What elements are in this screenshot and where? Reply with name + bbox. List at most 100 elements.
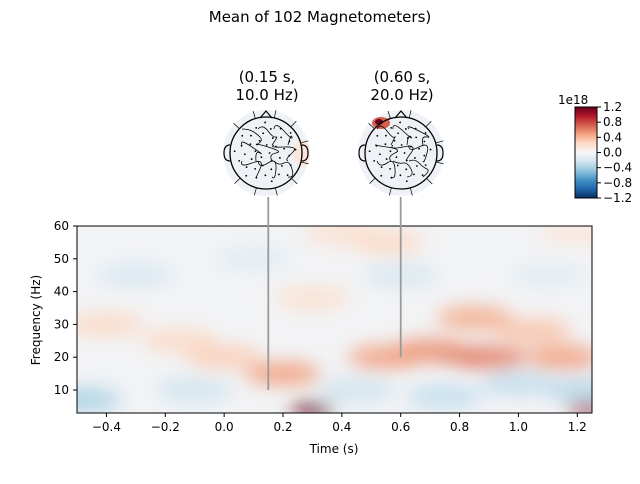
heatmap-blob xyxy=(318,378,395,403)
sensor-dot xyxy=(380,174,383,177)
sensor-dot xyxy=(270,168,273,171)
sensor-dot xyxy=(375,144,378,147)
y-tick-label: 30 xyxy=(54,317,69,331)
topomap-label: (0.15 s, xyxy=(239,68,296,86)
topomap-contour xyxy=(273,160,294,178)
sensor-dot xyxy=(271,137,274,139)
sensor-dot xyxy=(376,134,379,137)
sensor-spike xyxy=(291,178,298,185)
sensor-dot xyxy=(424,164,427,167)
sensor-dot xyxy=(423,140,426,143)
sensor-dot xyxy=(393,139,396,142)
heatmap-blob xyxy=(77,312,145,337)
sensor-dot xyxy=(404,128,407,130)
sensor-dot xyxy=(288,140,291,143)
nose xyxy=(259,110,273,119)
sensor-spike xyxy=(409,187,413,196)
sensor-dot xyxy=(380,166,383,169)
sensor-spike xyxy=(234,177,241,184)
colorbar-gradient xyxy=(574,106,598,199)
sensor-spike xyxy=(274,187,278,196)
sensor-spike xyxy=(426,178,433,185)
heatmap-blob xyxy=(186,345,263,370)
heatmap-blob xyxy=(215,246,292,271)
sensor-dot xyxy=(280,136,283,139)
sensor-dot xyxy=(385,158,388,160)
sensor-spike xyxy=(300,161,309,165)
sensor-dot xyxy=(416,165,418,167)
x-tick-label: −0.2 xyxy=(151,420,180,434)
y-tick-label: 20 xyxy=(54,350,69,364)
sensor-dot xyxy=(262,132,265,135)
right-ear xyxy=(301,144,309,162)
topomap-contour xyxy=(241,141,262,162)
heatmap-blob xyxy=(348,345,424,370)
colorbar-tick-label: −0.8 xyxy=(603,176,632,190)
sensor-dot xyxy=(396,164,399,167)
sensor-dot xyxy=(385,134,387,137)
sensor-dot xyxy=(390,176,393,179)
heatmap-blob xyxy=(245,361,321,386)
sensor-spike xyxy=(425,120,432,128)
sensor-dot xyxy=(400,144,403,146)
topomap-contour xyxy=(392,125,412,146)
x-tick-label: 0.4 xyxy=(332,420,351,434)
y-axis-ticks: 10 20 30 40 50 60 xyxy=(54,219,77,397)
topomap-contour xyxy=(408,144,429,163)
sensor-dot xyxy=(278,173,280,176)
sensor-dot xyxy=(261,164,264,167)
heatmap-frame xyxy=(76,225,593,414)
topomap-contour xyxy=(241,160,262,179)
heatmap-blob xyxy=(539,226,592,245)
sensor-spike xyxy=(300,140,309,144)
sensor-spike xyxy=(233,123,240,129)
sensor-dot xyxy=(241,134,244,137)
topomap-contour xyxy=(407,126,430,146)
heatmap-blob xyxy=(303,226,380,245)
x-tick-label: −0.4 xyxy=(92,420,121,434)
heatmap-blob xyxy=(406,384,483,409)
sensor-dot xyxy=(264,121,266,124)
sensor-dot xyxy=(289,131,292,134)
heatmap-blob xyxy=(290,403,335,413)
sensor-dot xyxy=(250,134,252,137)
colorbar: 1.20.80.4 0.0−0.4−0.8−1.2 xyxy=(574,100,632,205)
x-tick-label: 0.0 xyxy=(215,420,234,434)
sensor-dot xyxy=(399,121,401,124)
sensor-dot xyxy=(395,156,398,159)
sensor-dot xyxy=(289,164,292,167)
sensor-spike xyxy=(369,177,376,184)
colorbar-tick-label: −1.2 xyxy=(603,191,632,205)
sensor-dot xyxy=(423,154,426,157)
sensor-dot xyxy=(254,150,257,153)
topomap-label: 10.0 Hz) xyxy=(235,86,298,104)
sensor-dot xyxy=(270,180,273,183)
sensor-dot xyxy=(258,139,261,142)
topomap-contour xyxy=(272,144,295,162)
heatmap-blob xyxy=(524,345,592,370)
sensor-spike xyxy=(408,110,412,119)
x-axis-label: Time (s) xyxy=(309,442,359,456)
sensor-dot xyxy=(424,131,427,134)
sensor-dot xyxy=(406,137,409,139)
topomap-contour xyxy=(257,126,278,146)
heatmap-blob xyxy=(274,286,351,311)
topomap: (0.15 s,10.0 Hz) xyxy=(223,68,310,391)
y-tick-label: 60 xyxy=(54,219,69,233)
x-tick-label: 1.0 xyxy=(509,420,528,434)
sensor-dot xyxy=(249,143,252,146)
sensor-dot xyxy=(421,174,424,177)
left-ear xyxy=(358,144,366,162)
heatmap-blob xyxy=(77,387,121,412)
sensor-dot xyxy=(405,180,408,183)
left-ear xyxy=(223,144,231,162)
y-tick-label: 50 xyxy=(54,252,69,266)
sensor-dot xyxy=(288,154,291,157)
x-tick-label: 0.2 xyxy=(273,420,292,434)
sensor-dot xyxy=(368,150,371,153)
sensor-spike xyxy=(387,110,391,119)
topomap-contour xyxy=(376,125,396,146)
heatmap-blob xyxy=(509,263,586,288)
sensor-dot xyxy=(405,159,408,162)
x-tick-label: 0.8 xyxy=(450,420,469,434)
